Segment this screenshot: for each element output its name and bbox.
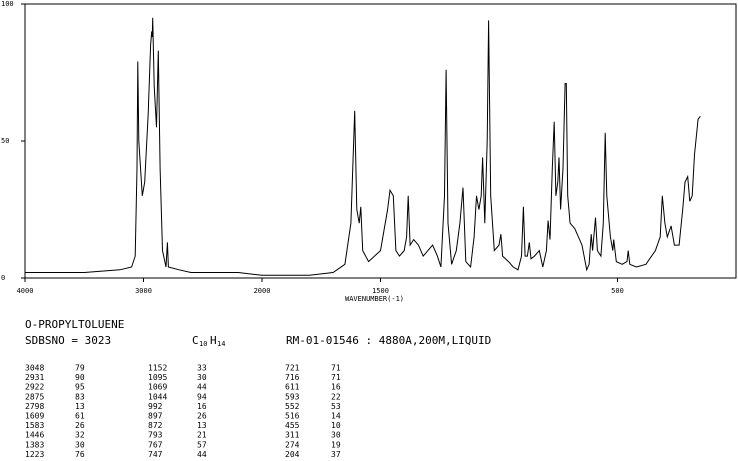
peak-intensity: 22 [331,392,341,401]
peak-intensity: 83 [75,392,85,401]
peak-wavenumber: 1446 [25,431,44,440]
x-tick-label: 500 [611,287,624,295]
peak-wavenumber: 1223 [25,450,44,457]
peak-wavenumber: 2922 [25,383,44,392]
peak-intensity: 61 [75,412,85,421]
formula-subscript: 10 [199,340,207,348]
peak-wavenumber: 3048 [25,364,44,373]
peak-wavenumber: 204 [285,450,300,457]
peak-wavenumber: 1609 [25,412,44,421]
peak-intensity: 53 [331,402,341,411]
formula-element: C [192,334,199,347]
peak-intensity: 71 [331,364,341,373]
peak-wavenumber: 721 [285,364,300,373]
peak-intensity: 30 [331,431,341,440]
peak-intensity: 26 [197,412,207,421]
peak-wavenumber: 747 [148,450,163,457]
peak-intensity: 37 [331,450,341,457]
formula-subscript: 14 [217,340,225,348]
spectrum-line [25,17,701,276]
sdbs-number: SDBSNO = 3023 [25,334,111,347]
compound-name: O-PROPYLTOLUENE [25,318,124,331]
peak-wavenumber: 992 [148,402,163,411]
peak-intensity: 30 [75,440,85,449]
x-tick-label: 3000 [135,287,152,295]
peak-intensity: 13 [75,402,85,411]
peak-wavenumber: 1152 [148,364,167,373]
x-tick-label: 1500 [372,287,389,295]
peak-wavenumber: 274 [285,440,300,449]
peak-intensity: 16 [197,402,207,411]
peak-wavenumber: 716 [285,373,300,382]
peak-wavenumber: 897 [148,412,163,421]
peak-intensity: 32 [75,431,85,440]
x-axis-label: WAVENUMBER(-1) [345,295,404,303]
peak-wavenumber: 872 [148,421,163,430]
peak-wavenumber: 2875 [25,392,44,401]
peak-intensity: 71 [331,373,341,382]
peak-intensity: 95 [75,383,85,392]
peak-intensity: 57 [197,440,207,449]
peak-intensity: 10 [331,421,341,430]
peak-wavenumber: 767 [148,440,163,449]
peak-intensity: 33 [197,364,207,373]
peak-intensity: 13 [197,421,207,430]
peak-intensity: 21 [197,431,207,440]
y-tick-label: 0 [1,274,5,282]
peak-intensity: 79 [75,364,85,373]
peak-wavenumber: 2798 [25,402,44,411]
peak-intensity: 16 [331,383,341,392]
peak-wavenumber: 1583 [25,421,44,430]
peak-wavenumber: 1383 [25,440,44,449]
peak-wavenumber: 593 [285,392,300,401]
peak-wavenumber: 1095 [148,373,167,382]
peak-wavenumber: 2931 [25,373,44,382]
peak-intensity: 19 [331,440,341,449]
peak-wavenumber: 552 [285,402,300,411]
y-tick-label: 50 [1,137,9,145]
peak-intensity: 14 [331,412,341,421]
y-tick-label: 100 [1,0,14,8]
peak-intensity: 44 [197,450,207,457]
x-tick-label: 4000 [17,287,34,295]
peak-wavenumber: 311 [285,431,300,440]
peak-intensity: 44 [197,383,207,392]
peak-intensity: 30 [197,373,207,382]
peak-wavenumber: 455 [285,421,300,430]
x-tick-label: 2000 [254,287,271,295]
peak-wavenumber: 516 [285,412,300,421]
peak-wavenumber: 793 [148,431,163,440]
peak-intensity: 26 [75,421,85,430]
peak-intensity: 76 [75,450,85,457]
peak-wavenumber: 611 [285,383,300,392]
plot-frame [24,3,737,279]
peak-wavenumber: 1069 [148,383,167,392]
peak-wavenumber: 1044 [148,392,167,401]
peak-intensity: 94 [197,392,207,401]
formula-element: H [210,334,217,347]
peak-intensity: 90 [75,373,85,382]
measurement-condition: RM-01-01546 : 4880A,200M,LIQUID [286,334,491,347]
